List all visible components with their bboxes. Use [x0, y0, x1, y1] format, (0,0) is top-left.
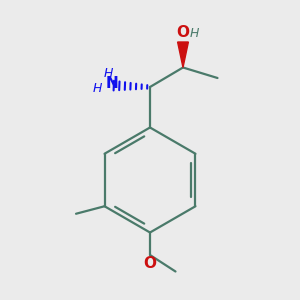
Text: H: H — [103, 67, 113, 80]
Polygon shape — [178, 42, 188, 68]
Text: H: H — [93, 82, 102, 95]
Text: O: O — [176, 25, 190, 40]
Text: O: O — [143, 256, 157, 271]
Text: N: N — [105, 76, 118, 92]
Text: H: H — [190, 27, 199, 40]
